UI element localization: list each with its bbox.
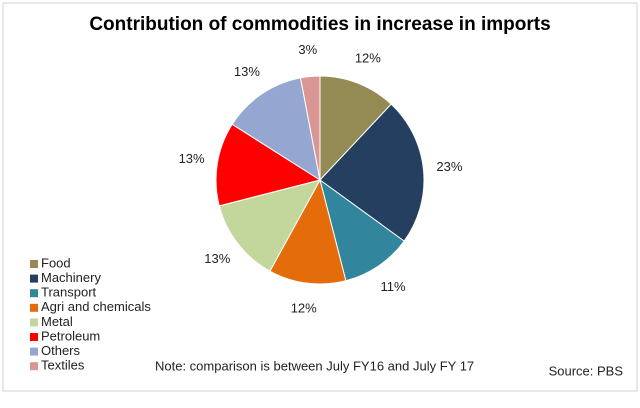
data-label: 3% [298, 42, 317, 57]
legend-label: Transport [41, 285, 97, 300]
pie-slice [319, 75, 392, 182]
legend-swatch [30, 274, 38, 283]
data-label: 12% [355, 51, 381, 66]
legend-label: Petroleum [41, 328, 100, 343]
pie-slice [299, 75, 321, 181]
legend-label: Agri and chemicals [41, 299, 151, 314]
data-label: 12% [291, 300, 317, 315]
legend-swatch [30, 347, 38, 356]
legend-swatch [30, 303, 38, 312]
pie-slice [269, 178, 347, 285]
note: Note: comparison is between July FY16 an… [155, 358, 474, 373]
source: Source: PBS [549, 363, 624, 378]
legend-swatch [30, 318, 38, 327]
chart-title: Contribution of commodities in increase … [89, 14, 550, 35]
legend-label: Textiles [41, 358, 85, 373]
legend-swatch [30, 289, 38, 298]
legend-swatch [30, 362, 38, 371]
data-label: 23% [436, 159, 462, 174]
pie-slice [218, 179, 321, 272]
pie-slice [319, 178, 405, 282]
data-label: 13% [204, 251, 230, 266]
pie-slice [215, 123, 322, 207]
data-label: 11% [381, 279, 406, 294]
legend-label: Others [41, 343, 81, 358]
legend-swatch [30, 260, 38, 268]
data-label: 13% [234, 64, 260, 79]
data-label: 13% [179, 151, 205, 166]
pie-slice [231, 77, 321, 182]
legend-label: Machinery [41, 270, 101, 285]
legend-swatch [30, 333, 38, 341]
legend-label: Food [41, 255, 71, 270]
pie-slice [319, 103, 425, 242]
legend-label: Metal [41, 314, 73, 329]
